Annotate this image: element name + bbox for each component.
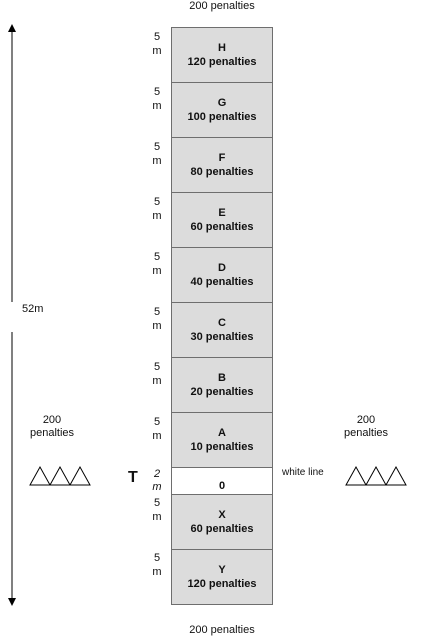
- zone-penalty: 60 penalties: [190, 221, 254, 233]
- zone-distance: 5 m: [146, 250, 168, 278]
- top-penalty-label: 200 penalties: [189, 0, 255, 12]
- zone-y: Y 120 penalties: [171, 549, 273, 605]
- zone-g: G 100 penalties: [171, 82, 273, 138]
- left-penalty-unit: penalties: [29, 427, 75, 439]
- zone-distance: 5 m: [146, 140, 168, 168]
- zone-penalty: 10 penalties: [190, 441, 254, 453]
- zone-0: 0: [171, 467, 273, 495]
- tee-marker: T: [128, 469, 138, 486]
- zone-distance: 2 m: [146, 468, 168, 494]
- zone-distance: 5 m: [146, 415, 168, 443]
- right-penalty-unit: penalties: [343, 427, 389, 439]
- distance-value: 5: [153, 196, 161, 208]
- zone-h: H 120 penalties: [171, 27, 273, 83]
- distance-value: 5: [153, 31, 161, 43]
- white-line-label: white line: [282, 467, 324, 478]
- zone-distance: 5 m: [146, 305, 168, 333]
- zone-penalty: 30 penalties: [190, 331, 254, 343]
- zone-distance: 5 m: [146, 30, 168, 58]
- zone-letter: D: [218, 262, 226, 274]
- zone-penalty: 20 penalties: [190, 386, 254, 398]
- zone-distance: 5 m: [146, 496, 168, 524]
- zone-penalty: 100 penalties: [187, 111, 257, 123]
- distance-value: 5: [153, 141, 161, 153]
- zone-penalty: 60 penalties: [190, 523, 254, 535]
- distance-unit: m: [152, 45, 162, 57]
- zone-a: A 10 penalties: [171, 412, 273, 468]
- double-arrow-icon: [8, 24, 16, 606]
- zone-penalty: 40 penalties: [190, 276, 254, 288]
- zone-distance: 5 m: [146, 85, 168, 113]
- zone-e: E 60 penalties: [171, 192, 273, 248]
- zone-letter: F: [218, 152, 226, 164]
- distance-value: 5: [153, 416, 161, 428]
- zone-distance: 5 m: [146, 360, 168, 388]
- distance-value: 5: [153, 361, 161, 373]
- right-penalty-label: 200 penalties: [326, 414, 406, 440]
- distance-unit: m: [152, 155, 162, 167]
- distance-value: 2: [153, 468, 161, 480]
- zone-letter: A: [218, 427, 226, 439]
- zone-penalty: 80 penalties: [190, 166, 254, 178]
- zone-letter: 0: [218, 480, 226, 492]
- distance-value: 5: [153, 497, 161, 509]
- zone-letter: E: [218, 207, 226, 219]
- zone-x: X 60 penalties: [171, 494, 273, 550]
- distance-value: 5: [153, 306, 161, 318]
- distance-unit: m: [152, 320, 162, 332]
- zone-letter: X: [218, 509, 226, 521]
- distance-unit: m: [152, 566, 162, 578]
- bottom-penalty-label: 200 penalties: [189, 624, 255, 636]
- zone-penalty: 120 penalties: [187, 56, 257, 68]
- zone-c: C 30 penalties: [171, 302, 273, 358]
- zone-letter: B: [218, 372, 226, 384]
- distance-unit: m: [152, 265, 162, 277]
- distance-unit: m: [152, 100, 162, 112]
- zone-b: B 20 penalties: [171, 357, 273, 413]
- zone-penalty: 120 penalties: [187, 578, 257, 590]
- left-penalty-label: 200 penalties: [12, 414, 92, 440]
- distance-unit: m: [152, 481, 162, 493]
- zone-letter: Y: [218, 564, 226, 576]
- distance-value: 5: [153, 86, 161, 98]
- zone-letter: H: [218, 42, 226, 54]
- zone-letter: G: [217, 97, 227, 109]
- distance-unit: m: [152, 210, 162, 222]
- zone-distance: 5 m: [146, 195, 168, 223]
- length-label: 52m: [22, 303, 44, 315]
- zone-f: F 80 penalties: [171, 137, 273, 193]
- distance-unit: m: [152, 430, 162, 442]
- distance-value: 5: [153, 552, 161, 564]
- zone-d: D 40 penalties: [171, 247, 273, 303]
- zone-letter: C: [218, 317, 226, 329]
- triangles-marker-icon: [345, 465, 407, 486]
- left-penalty-value: 200: [42, 414, 62, 426]
- triangles-marker-icon: [29, 465, 91, 486]
- right-penalty-value: 200: [356, 414, 376, 426]
- distance-unit: m: [152, 375, 162, 387]
- zone-distance: 5 m: [146, 551, 168, 579]
- distance-unit: m: [152, 511, 162, 523]
- distance-value: 5: [153, 251, 161, 263]
